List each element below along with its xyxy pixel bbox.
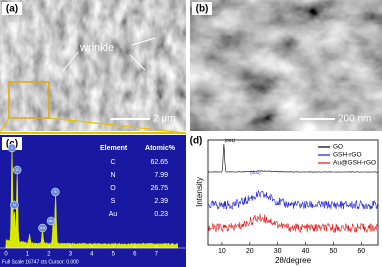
table-header: Element <box>100 145 128 152</box>
peak-label: C <box>11 145 14 150</box>
xrd-curve <box>207 144 379 173</box>
scale-label: 2 μm <box>153 114 175 125</box>
table-cell: 26.75 <box>150 185 168 192</box>
footer: Full Scale 16747 cts Cursor: 0.000 <box>2 259 79 265</box>
label-box <box>2 137 22 150</box>
peak-label: Au <box>49 218 54 223</box>
peak-marker <box>10 200 19 210</box>
table-cell: 62.65 <box>150 159 168 166</box>
annotation: wrinkle <box>79 42 114 54</box>
sem-image-b <box>190 0 382 131</box>
xrd-plot <box>207 139 379 246</box>
arrow <box>61 51 79 73</box>
table-cell: S <box>111 198 116 205</box>
tick-label: 30 <box>274 248 282 255</box>
tick-label: 40 <box>302 248 310 255</box>
tick-label: 2 <box>47 252 51 258</box>
tick-label: 20 <box>246 248 254 255</box>
table-cell: Au <box>109 211 118 218</box>
peak-marker <box>7 143 17 153</box>
table-cell: N <box>110 172 115 179</box>
panel-label: (d) <box>190 136 203 147</box>
label-box <box>2 2 22 15</box>
table-cell: O <box>110 185 116 192</box>
panel-label: (a) <box>6 4 18 15</box>
tick-label: 6 <box>133 252 137 258</box>
zoom-line <box>0 117 10 134</box>
panel-label: (b) <box>196 4 209 15</box>
eds-axis: 0 1 2 3 4 5 6 7 <box>4 245 159 258</box>
tick-label: 50 <box>330 248 338 255</box>
table-cell: C <box>110 159 115 166</box>
label-box <box>192 2 212 15</box>
peak-label: (001) <box>225 138 236 143</box>
scale-label: 200 nm <box>338 114 371 125</box>
tick-label: 60 <box>357 248 365 255</box>
table-cell: 0.23 <box>154 211 168 218</box>
eds-table: Element Atomic% C 62.65 N 7.99 O 26.75 S 2.39 Au 0.… <box>100 145 176 218</box>
table-cell: 2.39 <box>154 198 168 205</box>
spectrum <box>5 145 178 249</box>
legend-label: GSH-rGO <box>333 152 362 159</box>
tick-label: 1 <box>26 252 30 258</box>
table-cell: 7.99 <box>154 172 168 179</box>
peak-marker <box>38 223 47 233</box>
peak-label: Au <box>40 225 45 230</box>
peak-marker <box>46 216 56 226</box>
xrd-axis: 10 20 30 40 50 60 <box>218 242 365 255</box>
xrd-curves: (001) (002) <box>207 138 379 234</box>
legend-label: GO <box>333 144 343 151</box>
arrow <box>129 54 146 71</box>
tick-label: 3 <box>69 252 73 258</box>
zoom-box <box>8 81 50 119</box>
peak-marker <box>12 165 22 175</box>
peak-label: S <box>54 189 57 194</box>
tick-label: 5 <box>112 252 116 258</box>
tick-label: 0 <box>4 252 8 258</box>
zoom-line <box>48 117 187 134</box>
peak-label: N <box>13 202 16 207</box>
peak-label: O <box>16 167 19 172</box>
peak-label: (002) <box>250 170 261 175</box>
y-axis-label: Intensity <box>195 177 204 207</box>
arrow <box>131 37 156 46</box>
sem-image-a <box>0 0 186 131</box>
xrd-curve <box>207 189 379 210</box>
table-header: Atomic% <box>145 145 176 152</box>
peak-marker <box>51 187 60 197</box>
tick-label: 10 <box>218 248 226 255</box>
x-axis-label: 2θ/degree <box>275 256 312 265</box>
tick-label: 4 <box>90 252 94 258</box>
legend-label: Au@GSH-rGO <box>333 160 376 167</box>
tick-label: 7 <box>155 252 159 258</box>
xrd-curve <box>207 213 379 234</box>
